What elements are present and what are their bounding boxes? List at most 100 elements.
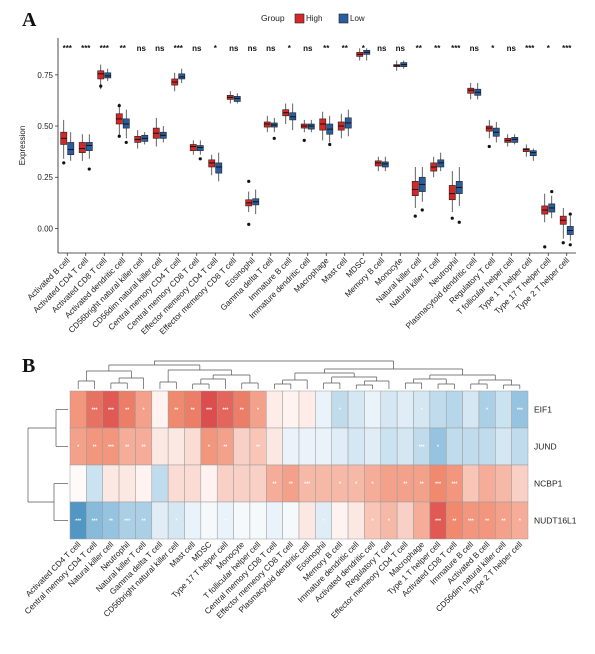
heatmap-cell (151, 501, 169, 540)
significance-label: ns (303, 44, 313, 53)
heatmap-cell (266, 501, 283, 540)
heatmap-cell (331, 427, 349, 466)
heatmap-significance: *** (304, 482, 310, 488)
panel-a-boxplot: Group High Low0.000.250.500.75Expression**… (18, 13, 576, 336)
heatmap-cell (69, 390, 87, 429)
significance-label: ** (342, 44, 349, 53)
heatmap-cell (396, 501, 414, 540)
significance-label: ns (377, 44, 387, 53)
box-low (67, 142, 75, 156)
heatmap-significance: ** (403, 482, 407, 488)
heatmap-significance: * (486, 408, 488, 414)
heatmap-cell (69, 464, 87, 503)
outlier-point (420, 208, 424, 212)
heatmap-cell (151, 427, 169, 466)
heatmap-cell (462, 390, 480, 429)
heatmap-cell (184, 501, 202, 540)
heatmap-significance: ** (223, 445, 227, 451)
box-high (189, 144, 197, 151)
heatmap-cell (380, 464, 398, 503)
heatmap-cell (380, 390, 398, 429)
heatmap-cell (364, 390, 382, 429)
heatmap-significance: ** (256, 445, 260, 451)
box-low (104, 72, 112, 79)
significance-label: *** (525, 44, 535, 53)
heatmap-cell (495, 464, 512, 503)
heatmap-cell (102, 464, 120, 503)
heatmap-cell (347, 390, 365, 429)
heatmap-row-label: JUND (534, 442, 557, 452)
legend-swatch-low (338, 13, 349, 24)
heatmap-row-label: NCBP1 (534, 479, 563, 489)
significance-label: *** (562, 44, 572, 53)
heatmap-significance: ** (191, 408, 195, 414)
heatmap-significance: ** (289, 482, 293, 488)
box-low (307, 123, 315, 130)
outlier-point (457, 220, 461, 224)
heatmap-cell (266, 390, 283, 429)
y-tick-label: 0.00 (37, 224, 53, 233)
outlier-point (561, 241, 565, 245)
panel-b-letter: B (22, 355, 35, 377)
heatmap-significance: * (339, 482, 341, 488)
heatmap-cell (511, 464, 529, 503)
significance-label: *** (81, 44, 91, 53)
box-low (178, 73, 186, 80)
outlier-point (247, 222, 251, 226)
heatmap-cell (151, 390, 169, 429)
heatmap-cell (282, 427, 300, 466)
heatmap-cell (429, 390, 447, 429)
heatmap-significance: * (339, 408, 341, 414)
outlier-point (413, 214, 417, 218)
heatmap-significance: * (224, 519, 226, 525)
box-high (374, 160, 382, 167)
heatmap-row-label: NUDT16L1 (534, 516, 577, 526)
outlier-point (550, 189, 554, 194)
heatmap-cell (413, 501, 431, 540)
box-high (263, 121, 271, 128)
heatmap-significance: *** (419, 445, 425, 451)
panel-a-letter: A (22, 9, 37, 31)
significance-label: * (288, 44, 292, 53)
outlier-point (543, 245, 547, 249)
heatmap-cell (445, 390, 463, 429)
heatmap-cell (495, 427, 512, 466)
heatmap-cell (249, 464, 267, 503)
box-low (196, 145, 204, 151)
box-high (448, 185, 456, 201)
significance-label: ** (323, 44, 330, 53)
box-low (511, 137, 519, 143)
significance-label: ** (434, 44, 441, 53)
heatmap-significance: *** (108, 445, 114, 451)
heatmap-cell (135, 464, 153, 503)
outlier-point (247, 179, 251, 183)
box-low (85, 142, 93, 151)
heatmap-significance: *** (108, 408, 114, 414)
heatmap-significance: * (257, 408, 259, 414)
heatmap-cell (233, 464, 251, 503)
heatmap-significance: *** (517, 408, 523, 414)
significance-label: ** (120, 44, 127, 53)
box-high (411, 181, 419, 196)
heatmap-cell (233, 427, 251, 466)
outlier-point (117, 103, 121, 108)
box-low (215, 162, 223, 174)
y-tick-label: 0.75 (37, 71, 53, 80)
outlier-point (568, 212, 572, 216)
heatmap-significance: ** (125, 445, 129, 451)
heatmap-cell (495, 390, 512, 429)
heatmap-cell (478, 464, 496, 503)
significance-label: * (491, 44, 495, 53)
heatmap-cell (200, 501, 218, 540)
heatmap-significance: *** (92, 408, 98, 414)
heatmap-cell (233, 501, 251, 540)
heatmap-significance: ** (142, 445, 146, 451)
heatmap-cell (266, 427, 283, 466)
significance-label: ns (396, 44, 406, 53)
heatmap-cell (315, 464, 332, 503)
heatmap-cell (282, 501, 300, 540)
heatmap-cell (462, 427, 480, 466)
heatmap-significance: *** (75, 519, 81, 525)
significance-label: ns (192, 44, 202, 53)
heatmap-cell (118, 464, 136, 503)
